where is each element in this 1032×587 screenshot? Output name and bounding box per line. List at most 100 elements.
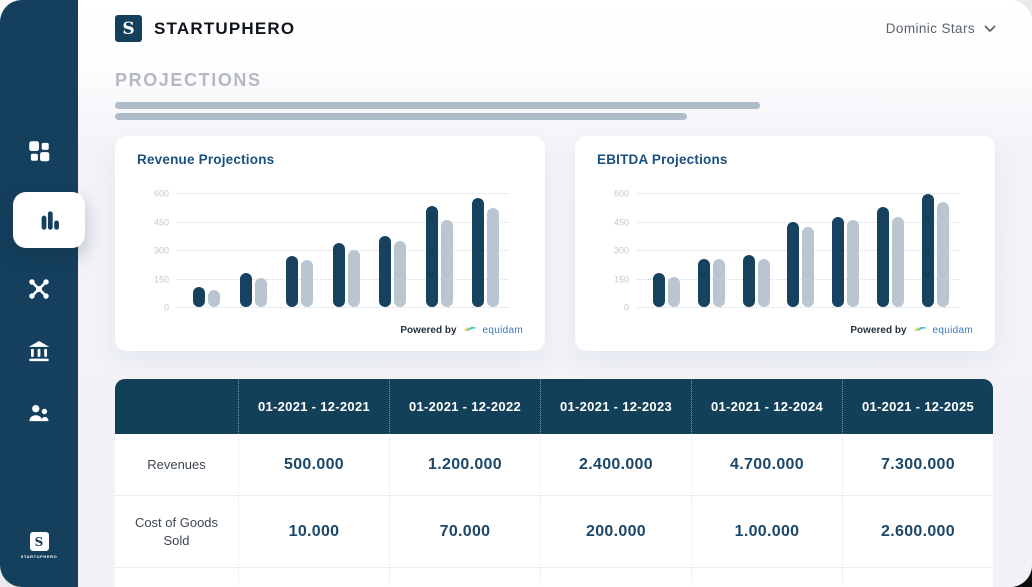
y-tick-label: 600	[613, 188, 629, 199]
sidebar-footer-logo: S STARTUPHERO	[0, 532, 78, 559]
column-header-period: 01-2021 - 12-2022	[389, 379, 540, 434]
bar-dark	[332, 243, 345, 307]
row-label-cell	[115, 568, 238, 587]
bar-chart-icon	[36, 207, 62, 233]
y-tick-label: 450	[613, 217, 629, 227]
bar-group	[472, 197, 499, 307]
projections-table: 01-2021 - 12-2021 01-2021 - 12-2022 01-202…	[115, 379, 993, 587]
cell-value: 500.000	[284, 455, 344, 473]
sidebar-item-team[interactable]	[0, 390, 78, 436]
bar-group	[697, 258, 725, 307]
brand-logo-letter: S	[122, 18, 135, 39]
mini-logo-letter: S	[34, 534, 44, 549]
chevron-down-icon	[984, 21, 996, 36]
bar-dark	[832, 216, 845, 307]
bar-group	[379, 235, 406, 307]
top-header: S STARTUPHERO Dominic Stars	[115, 0, 1032, 57]
brand: S STARTUPHERO	[115, 15, 295, 42]
bar-dark	[742, 254, 755, 307]
sidebar-item-projections[interactable]	[13, 192, 85, 248]
cell-value: 4.700.000	[730, 455, 804, 473]
skeleton-bar	[115, 113, 687, 120]
bar-dark	[193, 287, 205, 307]
bar-light	[712, 258, 725, 307]
bar-group	[239, 272, 267, 307]
bar-group	[193, 287, 220, 307]
bar-light	[301, 259, 313, 307]
table-row	[115, 568, 993, 587]
gridline: 450	[614, 217, 959, 227]
column-header-period: 01-2021 - 12-2024	[691, 379, 842, 434]
bar-light	[394, 240, 406, 307]
bar-dark	[787, 222, 800, 307]
bar-dark	[877, 207, 890, 307]
table-cell: 1.200.000	[389, 434, 540, 496]
sidebar-item-dashboard[interactable]	[0, 128, 78, 174]
table-cell: 10.000	[238, 496, 389, 568]
gridline: 0	[624, 303, 959, 313]
bar-dark	[653, 272, 665, 307]
bar-group	[425, 206, 453, 307]
powered-by-label: Powered by	[850, 324, 907, 336]
bar-group	[832, 216, 860, 307]
gridline: 600	[614, 189, 959, 199]
column-header-period: 01-2021 - 12-2025	[842, 379, 993, 434]
cell-value: 7.300.000	[881, 455, 955, 473]
bar-group	[787, 222, 815, 307]
bar-group	[653, 272, 680, 307]
bar-group	[742, 254, 770, 307]
bar-dark	[472, 197, 484, 307]
cell-value: 1.200.000	[428, 455, 502, 473]
bar-light	[936, 201, 949, 307]
table-cell	[389, 568, 540, 587]
chart-title: EBITDA Projections	[597, 152, 728, 167]
row-label-cell: Cost of Goods Sold	[115, 496, 238, 568]
y-tick-label: 0	[163, 302, 169, 313]
user-menu[interactable]: Dominic Stars	[886, 21, 996, 36]
y-tick-label: 600	[153, 188, 169, 199]
table-cell	[691, 568, 842, 587]
bar-groups	[637, 193, 959, 307]
row-label: Revenues	[147, 456, 206, 472]
table-header-row: 01-2021 - 12-2021 01-2021 - 12-2022 01-202…	[115, 379, 993, 434]
powered-by: Powered by equidam	[850, 321, 973, 339]
table-cell	[540, 568, 691, 587]
equidam-logo-icon	[912, 321, 928, 339]
table-row: Revenues 500.000 1.200.000 2.400.000 4.700.0…	[115, 434, 993, 496]
mini-logo-icon: S	[29, 532, 49, 551]
chart-cards: Revenue Projections 0 150 300 450 600 Powere…	[115, 136, 1032, 351]
revenue-projections-card: Revenue Projections 0 150 300 450 600 Powere…	[115, 136, 545, 351]
bar-light	[347, 250, 360, 307]
cell-value: 2.600.000	[881, 522, 955, 540]
y-tick-label: 450	[153, 217, 169, 227]
table-cell: 7.300.000	[842, 434, 993, 496]
row-label: Cost of Goods Sold	[134, 514, 219, 548]
brand-name: STARTUPHERO	[154, 18, 296, 38]
cell-value: 2.400.000	[579, 455, 653, 473]
bar-group	[286, 255, 313, 307]
brand-logo-icon: S	[115, 15, 142, 42]
table-cell: 500.000	[238, 434, 389, 496]
sidebar-item-bank[interactable]	[0, 328, 78, 374]
bar-dark	[697, 258, 710, 307]
bar-dark	[239, 272, 252, 307]
table-cell	[842, 568, 993, 587]
vendor-link[interactable]: equidam	[932, 324, 973, 336]
y-tick-label: 150	[153, 274, 169, 284]
chart-title: Revenue Projections	[137, 152, 275, 167]
vendor-link[interactable]: equidam	[482, 324, 523, 336]
ebitda-projections-card: EBITDA Projections 0 150 300 450 600 Powered…	[575, 136, 995, 351]
column-header-empty	[115, 379, 238, 434]
bar-light	[668, 276, 680, 307]
gridline: 600	[154, 189, 509, 199]
sidebar-item-network[interactable]	[0, 266, 78, 312]
equidam-logo-icon	[462, 321, 478, 339]
user-name: Dominic Stars	[885, 21, 975, 36]
column-header-period: 01-2021 - 12-2021	[238, 379, 389, 434]
row-label-cell: Revenues	[115, 434, 238, 496]
bar-dark	[286, 255, 298, 307]
bar-light	[802, 227, 815, 307]
y-tick-label: 150	[613, 274, 629, 284]
table-cell	[238, 568, 389, 587]
